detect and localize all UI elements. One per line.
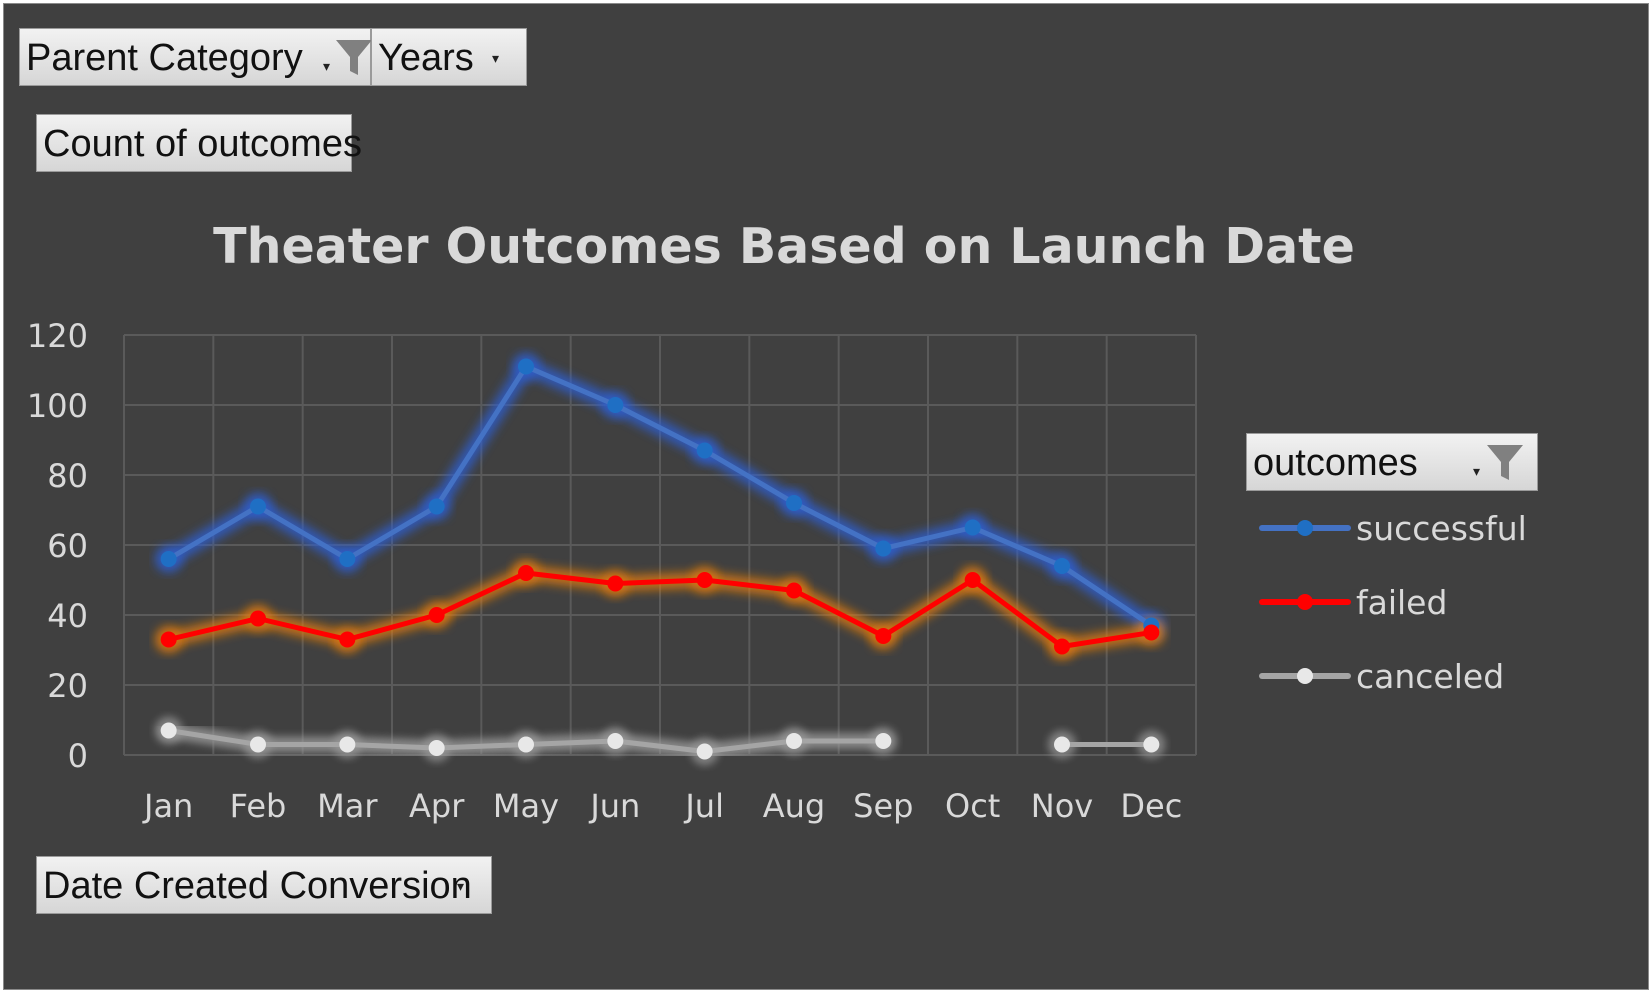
- filter-funnel-icon: [1487, 445, 1523, 480]
- y-tick-label: 60: [47, 527, 88, 565]
- outcomes-label: outcomes: [1253, 442, 1418, 484]
- data-point-failed: [250, 610, 266, 627]
- data-point-canceled: [875, 733, 892, 749]
- data-point-failed: [339, 631, 356, 648]
- y-tick-label: 120: [27, 317, 88, 355]
- y-axis-ticks: 0 20 40 60 80 100 120: [27, 317, 88, 775]
- parent-category-filter-button[interactable]: Parent Category ▾: [19, 28, 372, 86]
- chart-title: Theater Outcomes Based on Launch Date: [213, 218, 1355, 275]
- data-point-canceled: [339, 736, 356, 753]
- dropdown-arrow-icon: ▾: [492, 50, 500, 66]
- date-created-axis-button[interactable]: Date Created Conversion ▾: [36, 856, 492, 914]
- data-point-canceled: [607, 733, 624, 749]
- x-tick-label: May: [493, 787, 559, 825]
- data-point-successful: [339, 551, 356, 567]
- data-point-successful: [1054, 558, 1070, 574]
- data-point-failed: [160, 631, 177, 648]
- y-tick-label: 100: [27, 387, 88, 425]
- legend-marker-successful: [1297, 520, 1313, 536]
- data-point-failed: [1143, 624, 1160, 641]
- data-point-successful: [875, 540, 892, 557]
- legend-label-successful: successful: [1356, 509, 1527, 548]
- data-point-canceled: [428, 740, 445, 756]
- axis-field-label: Date Created Conversion: [43, 865, 472, 907]
- series-line-successful: [166, 364, 1154, 628]
- series-line-failed: [166, 570, 1154, 649]
- x-tick-label: Jun: [588, 787, 640, 825]
- x-tick-label: Feb: [230, 787, 287, 825]
- x-tick-label: Nov: [1031, 787, 1093, 825]
- x-tick-label: Oct: [945, 787, 1000, 825]
- chart-legend: successful failed canceled: [1259, 509, 1527, 696]
- y-tick-label: 80: [47, 457, 88, 495]
- data-point-canceled: [786, 733, 802, 749]
- data-point-successful: [250, 498, 266, 515]
- legend-label-canceled: canceled: [1356, 657, 1504, 696]
- x-tick-label: Aug: [763, 787, 825, 825]
- data-point-successful: [160, 551, 177, 567]
- value-field-button[interactable]: Count of outcomes: [36, 114, 362, 172]
- x-tick-label: Dec: [1120, 787, 1182, 825]
- data-point-canceled: [250, 736, 266, 753]
- x-tick-label: Jan: [142, 787, 193, 825]
- y-tick-label: 20: [47, 667, 88, 705]
- data-point-successful: [607, 397, 624, 413]
- data-point-failed: [786, 582, 802, 599]
- x-tick-label: Sep: [853, 787, 913, 825]
- dropdown-arrow-icon: ▾: [1473, 463, 1481, 479]
- data-point-failed: [964, 572, 981, 588]
- data-point-failed: [607, 575, 624, 592]
- data-point-successful: [696, 442, 713, 459]
- data-point-successful: [964, 519, 981, 536]
- x-tick-label: Apr: [409, 787, 465, 825]
- data-point-successful: [786, 495, 802, 511]
- legend-marker-failed: [1297, 594, 1313, 610]
- data-point-failed: [875, 628, 892, 644]
- data-point-canceled: [1054, 736, 1070, 753]
- filter-funnel-icon: [336, 40, 372, 75]
- data-point-successful: [428, 498, 445, 515]
- legend-label-failed: failed: [1356, 583, 1447, 622]
- data-point-canceled: [518, 736, 534, 753]
- outcomes-legend-filter-button[interactable]: outcomes ▾: [1246, 433, 1538, 491]
- x-tick-label: Jul: [683, 787, 724, 825]
- data-point-failed: [428, 607, 445, 623]
- x-tick-label: Mar: [317, 787, 378, 825]
- dropdown-arrow-icon: ▾: [323, 58, 331, 74]
- legend-marker-canceled: [1297, 668, 1313, 684]
- x-axis-ticks: Jan Feb Mar Apr May Jun Jul Aug Sep Oct Nov Dec: [142, 787, 1182, 825]
- data-point-failed: [518, 565, 534, 581]
- data-point-successful: [518, 358, 534, 375]
- y-tick-label: 0: [68, 737, 88, 775]
- data-point-failed: [1054, 638, 1070, 655]
- dropdown-arrow-icon: ▾: [457, 878, 465, 894]
- grid-lines: [123, 334, 1197, 756]
- value-field-label: Count of outcomes: [43, 123, 362, 165]
- years-label: Years: [378, 37, 474, 79]
- parent-category-label: Parent Category: [26, 37, 303, 79]
- data-point-canceled: [160, 722, 177, 739]
- y-tick-label: 40: [47, 597, 88, 635]
- series-lines: [160, 358, 1160, 760]
- data-point-canceled: [1143, 736, 1160, 753]
- data-point-failed: [696, 572, 713, 588]
- years-filter-button[interactable]: Years ▾: [371, 28, 527, 86]
- data-point-canceled: [696, 743, 713, 760]
